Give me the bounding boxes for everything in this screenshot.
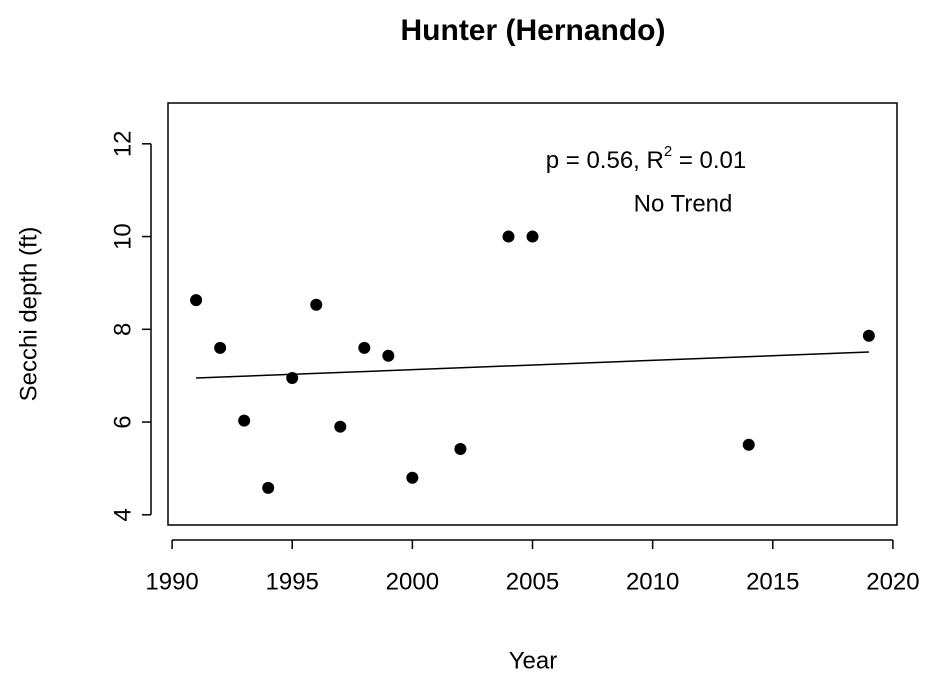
y-tick-label: 4 — [109, 508, 136, 521]
data-point — [358, 341, 371, 354]
data-point — [262, 481, 275, 494]
y-tick-label: 10 — [109, 223, 136, 250]
chart-title: Hunter (Hernando) — [401, 14, 666, 47]
annotation-text: = 0.01 — [672, 147, 746, 174]
data-point — [862, 329, 875, 342]
y-tick-label: 6 — [109, 415, 136, 428]
x-tick-label: 1990 — [145, 568, 198, 595]
x-tick-label: 1995 — [266, 568, 319, 595]
data-point — [526, 230, 539, 243]
x-axis-label: Year — [509, 647, 558, 674]
x-tick-label: 2000 — [386, 568, 439, 595]
x-tick-label: 2015 — [746, 568, 799, 595]
data-point — [742, 438, 755, 451]
y-tick-label: 12 — [109, 130, 136, 157]
plot-frame — [167, 102, 898, 526]
y-axis-label: Secchi depth (ft) — [15, 227, 42, 402]
data-point — [238, 414, 251, 427]
annotation-trend: No Trend — [634, 190, 733, 217]
annotation-text: p = 0.56, R — [546, 147, 664, 174]
data-point — [502, 230, 515, 243]
annotation-stats: p = 0.56, R2 = 0.01 — [546, 143, 746, 174]
x-tick-label: 2010 — [626, 568, 679, 595]
data-point — [214, 341, 227, 354]
data-point — [454, 442, 467, 455]
data-point — [406, 471, 419, 484]
data-point — [382, 349, 395, 362]
annotation-superscript: 2 — [664, 143, 672, 160]
data-point — [334, 420, 347, 433]
y-tick-label: 8 — [109, 323, 136, 336]
data-point — [310, 298, 323, 311]
x-tick-label: 2020 — [866, 568, 919, 595]
trend-line — [196, 351, 869, 379]
x-tick-label: 2005 — [506, 568, 559, 595]
data-point — [190, 294, 203, 307]
